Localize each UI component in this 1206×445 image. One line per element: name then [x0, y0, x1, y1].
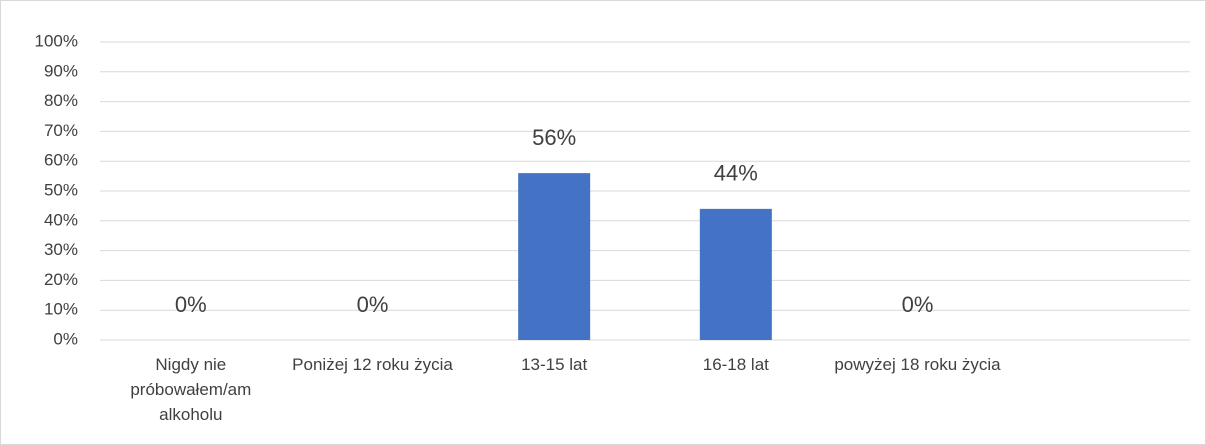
y-tick-label: 40%	[44, 210, 78, 229]
y-tick-label: 30%	[44, 240, 78, 259]
x-tick-label: 13-15 lat	[521, 355, 588, 374]
y-tick-label: 50%	[44, 180, 78, 199]
x-tick-label: powyżej 18 roku życia	[834, 355, 1001, 374]
bar	[518, 173, 591, 340]
y-tick-label: 70%	[44, 121, 78, 140]
x-tick-label: 16-18 lat	[702, 355, 769, 374]
y-tick-label: 0%	[53, 329, 78, 348]
y-tick-label: 60%	[44, 151, 78, 170]
y-tick-label: 90%	[44, 61, 78, 80]
data-label: 44%	[714, 161, 758, 186]
data-label: 0%	[902, 292, 934, 317]
data-label: 0%	[357, 292, 389, 317]
bar	[699, 208, 772, 340]
data-label: 0%	[175, 292, 207, 317]
y-tick-label: 20%	[44, 270, 78, 289]
y-tick-label: 10%	[44, 300, 78, 319]
y-tick-label: 100%	[35, 31, 78, 50]
x-tick-label: Nigdy nie próbowałem/am alkoholu	[130, 355, 252, 424]
x-tick-label: Poniżej 12 roku życia	[292, 355, 453, 374]
data-label: 56%	[532, 125, 576, 150]
y-tick-label: 80%	[44, 91, 78, 110]
